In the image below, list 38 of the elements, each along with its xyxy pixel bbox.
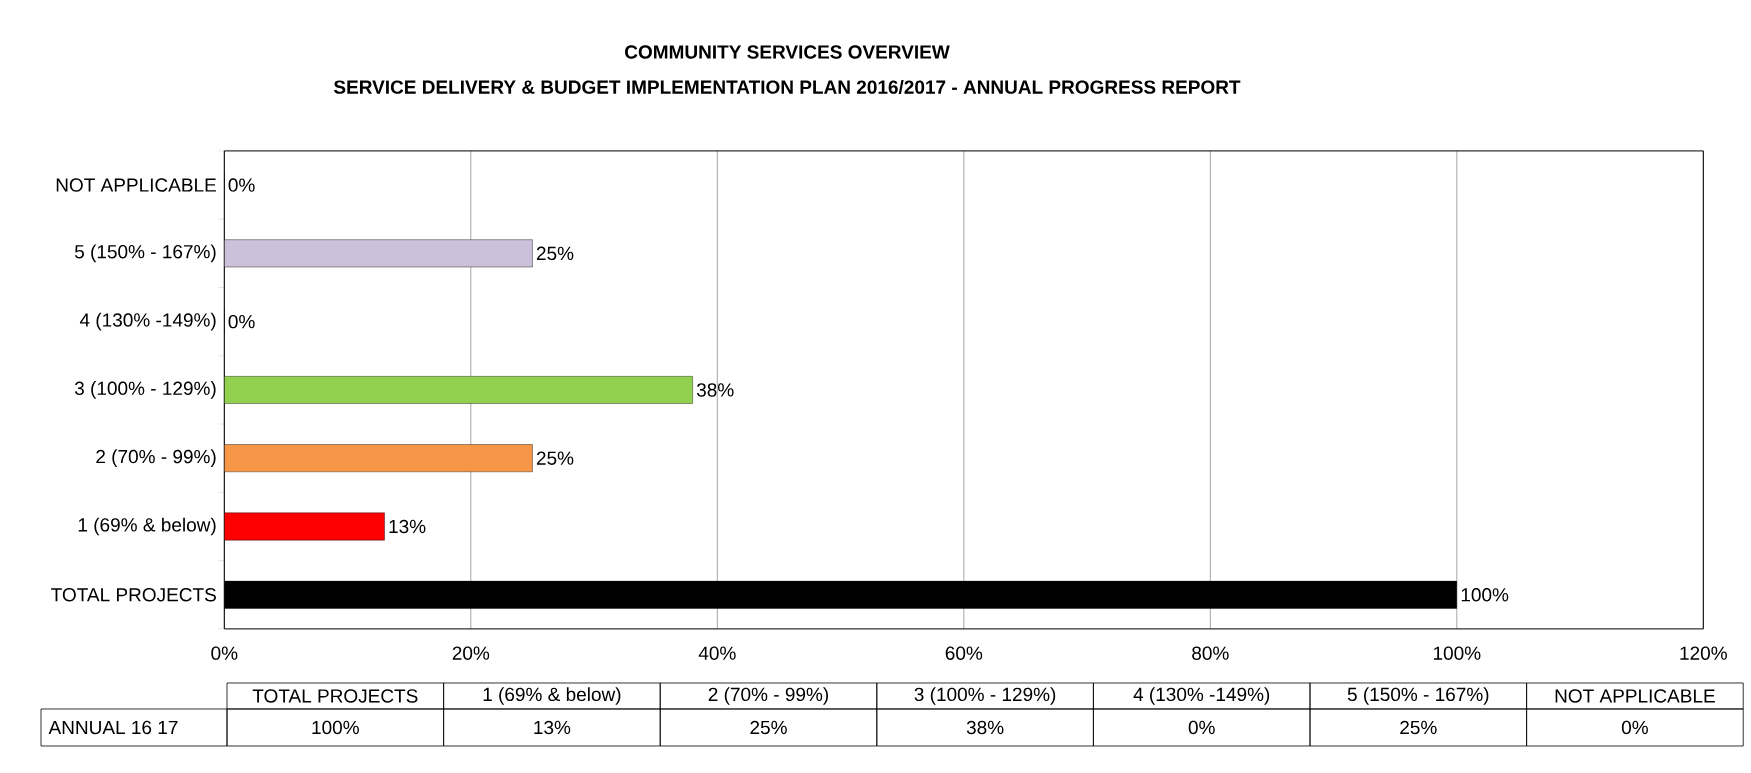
x-tick-label: 120% — [1680, 646, 1727, 660]
category-label: 4 (130% -149%) — [1133, 687, 1270, 705]
text: 13% — [534, 720, 571, 735]
x-tick-label: 100% — [1433, 646, 1481, 660]
chart-title: COMMUNITY SERVICES OVERVIEW — [625, 45, 950, 59]
data-label: 100% — [1461, 588, 1509, 602]
data-label: 25% — [536, 246, 574, 261]
y-tick-label: 5 (150% - 167%) — [74, 244, 216, 263]
y-tick-label: 4 (130% -149%) — [79, 312, 216, 331]
category-label: 2 (70% - 99%) — [708, 687, 829, 705]
category-label: TOTAL PROJECTS — [252, 689, 418, 703]
x-tick-label: 40% — [698, 646, 736, 660]
category-label: 5 (150% - 167%) — [1347, 687, 1489, 705]
category-label: NOT APPLICABLE — [1555, 689, 1715, 703]
y-tick-label: NOT APPLICABLE — [56, 178, 216, 192]
text: 0% — [1188, 720, 1215, 735]
chart-subtitle: SERVICE DELIVERY & BUDGET IMPLEMENTATION PLAN 2016/2017 - ANNUAL PROGRESS REPORT — [333, 79, 1241, 95]
category-label: 1 (69% & below) — [483, 687, 621, 705]
text: 100% — [312, 720, 359, 735]
text: 38% — [966, 720, 1004, 735]
text: 25% — [750, 720, 787, 735]
x-tick-label: 0% — [211, 646, 238, 660]
x-tick-label: 60% — [945, 646, 983, 660]
text: 0% — [1621, 720, 1648, 735]
data-label: 0% — [228, 178, 255, 192]
data-label: 0% — [228, 314, 255, 329]
data-label: 25% — [536, 451, 574, 465]
y-tick-label: TOTAL PROJECTS — [51, 588, 216, 602]
y-tick-label: 1 (69% & below) — [78, 517, 216, 536]
data-label: 13% — [389, 519, 426, 534]
y-tick-label: 2 (70% - 99%) — [96, 449, 216, 468]
text: ANNUAL 16 17 — [48, 720, 178, 735]
y-tick-label: 3 (100% - 129%) — [74, 381, 216, 399]
text: 25% — [1400, 720, 1437, 735]
data-label: 38% — [696, 383, 734, 397]
x-tick-label: 80% — [1192, 646, 1229, 660]
category-label: 3 (100% - 129%) — [914, 687, 1056, 705]
x-tick-label: 20% — [452, 646, 490, 660]
